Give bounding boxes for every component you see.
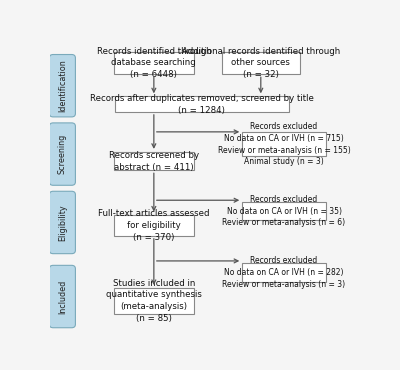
Text: Records screened by
abstract (n = 411): Records screened by abstract (n = 411)	[109, 151, 199, 172]
Text: Included: Included	[58, 279, 67, 314]
FancyBboxPatch shape	[49, 54, 76, 117]
FancyBboxPatch shape	[49, 191, 76, 254]
Text: Records after duplicates removed, screened by title
(n = 1284): Records after duplicates removed, screen…	[90, 94, 314, 115]
FancyBboxPatch shape	[114, 288, 194, 314]
Text: Identification: Identification	[58, 59, 67, 112]
Text: Records identified through
database searching
(n = 6448): Records identified through database sear…	[96, 47, 211, 79]
FancyBboxPatch shape	[242, 202, 326, 220]
Text: Additional records identified through
other sources
(n = 32): Additional records identified through ot…	[182, 47, 340, 79]
Text: Records excluded
No data on CA or IVH (n = 715)
Review or meta-analysis (n = 155: Records excluded No data on CA or IVH (n…	[218, 122, 350, 166]
Text: Screening: Screening	[58, 134, 67, 174]
Text: Eligibility: Eligibility	[58, 204, 67, 241]
FancyBboxPatch shape	[222, 51, 300, 74]
FancyBboxPatch shape	[49, 265, 76, 328]
FancyBboxPatch shape	[242, 132, 326, 156]
Text: Full-text articles assessed
for eligibility
(n = 370): Full-text articles assessed for eligibil…	[98, 209, 210, 242]
FancyBboxPatch shape	[114, 51, 194, 74]
Text: Studies included in
quantitative synthesis
(meta-analysis)
(n = 85): Studies included in quantitative synthes…	[106, 279, 202, 323]
FancyBboxPatch shape	[49, 123, 76, 185]
FancyBboxPatch shape	[242, 263, 326, 282]
FancyBboxPatch shape	[114, 152, 194, 171]
Text: Records excluded
No data on CA or IVH (n = 35)
Review or meta-analysis (n = 6): Records excluded No data on CA or IVH (n…	[222, 195, 346, 228]
FancyBboxPatch shape	[114, 215, 194, 236]
Text: Records excluded
No data on CA or IVH (n = 282)
Review or meta-analysis (n = 3): Records excluded No data on CA or IVH (n…	[222, 256, 346, 289]
FancyBboxPatch shape	[115, 97, 289, 112]
